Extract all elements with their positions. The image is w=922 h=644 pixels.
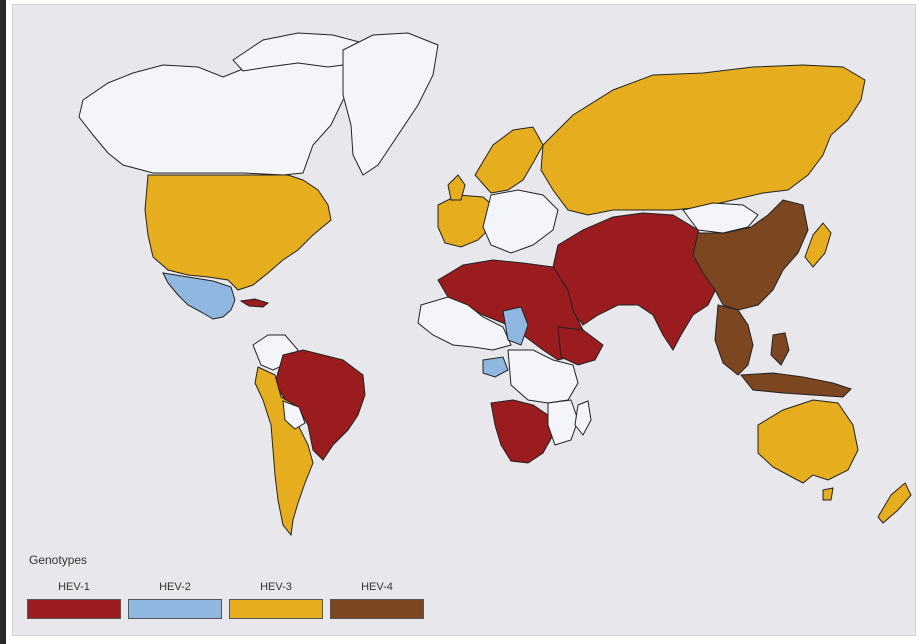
region-west-africa-nodata bbox=[417, 296, 512, 351]
legend: Genotypes HEV-1 HEV-2 HEV-3 HEV-4 bbox=[27, 553, 447, 625]
legend-swatch bbox=[27, 599, 121, 619]
region-australia-hev3 bbox=[757, 399, 859, 484]
legend-item-hev4: HEV-4 bbox=[330, 581, 424, 621]
region-philippines-hev4 bbox=[770, 332, 790, 366]
legend-swatch bbox=[229, 599, 323, 619]
region-nigeria-hev2 bbox=[482, 356, 509, 378]
region-uk-hev3 bbox=[447, 174, 466, 201]
world-map-panel: Genotypes HEV-1 HEV-2 HEV-3 HEV-4 bbox=[12, 4, 916, 636]
region-east-africa-nodata bbox=[547, 399, 579, 446]
legend-item-hev3: HEV-3 bbox=[229, 581, 323, 621]
region-western-europe-hev3 bbox=[437, 194, 499, 248]
legend-swatch bbox=[128, 599, 222, 619]
legend-item-hev1: HEV-1 bbox=[27, 581, 121, 621]
region-southeast-asia-hev4 bbox=[714, 304, 754, 376]
region-mongolia-nodata bbox=[682, 202, 759, 234]
region-new-zealand-hev3 bbox=[877, 482, 912, 524]
region-southern-africa-hev1 bbox=[490, 399, 554, 464]
region-middle-east-south-asia-hev1 bbox=[552, 212, 719, 351]
legend-label: HEV-2 bbox=[159, 581, 191, 593]
region-central-europe-nodata bbox=[482, 189, 559, 254]
region-mexico-hev2 bbox=[162, 272, 236, 320]
region-scandinavia-hev3 bbox=[474, 126, 544, 194]
legend-label: HEV-3 bbox=[260, 581, 292, 593]
region-indonesia-hev4 bbox=[740, 372, 852, 398]
legend-label: HEV-4 bbox=[361, 581, 393, 593]
region-japan-hev3 bbox=[804, 222, 832, 268]
region-madagascar-nodata bbox=[574, 400, 592, 436]
window-edge bbox=[0, 0, 6, 644]
region-bolivia-nodata bbox=[282, 400, 306, 430]
region-horn-africa-hev1 bbox=[557, 326, 604, 366]
region-china-hev4 bbox=[692, 199, 809, 311]
region-russia-hev3 bbox=[540, 64, 866, 216]
legend-swatch bbox=[330, 599, 424, 619]
legend-label: HEV-1 bbox=[58, 581, 90, 593]
region-cuba-hev1 bbox=[239, 298, 270, 308]
legend-title: Genotypes bbox=[29, 553, 88, 567]
world-map bbox=[78, 32, 912, 537]
region-greenland bbox=[342, 32, 439, 176]
region-canada-north bbox=[78, 52, 359, 176]
region-west-africa-hev2 bbox=[502, 306, 529, 346]
region-central-africa-nodata bbox=[507, 349, 579, 404]
legend-item-hev2: HEV-2 bbox=[128, 581, 222, 621]
region-tasmania-hev3 bbox=[822, 487, 834, 501]
region-north-america-hev3 bbox=[144, 174, 332, 291]
